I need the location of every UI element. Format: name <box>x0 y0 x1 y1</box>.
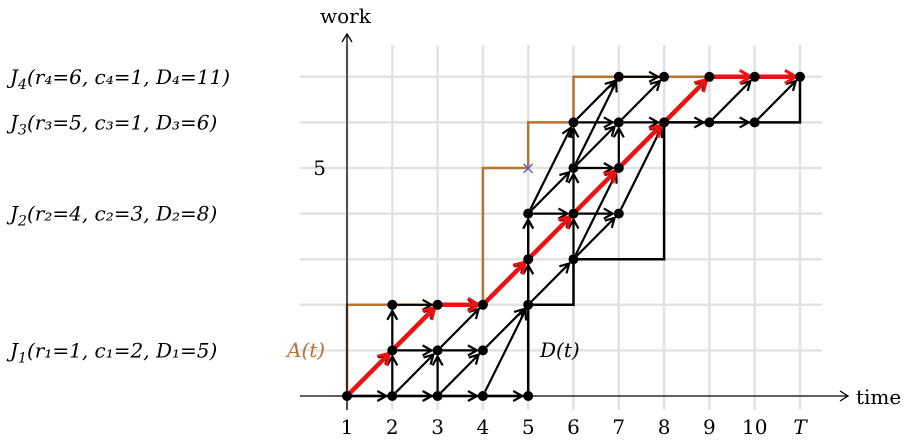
deadline-curve-label: D(t) <box>539 338 580 362</box>
graph-node <box>613 71 624 82</box>
graph-edge <box>576 81 615 120</box>
x-tick-label: T <box>793 415 808 439</box>
x-tick-label: 6 <box>567 415 580 439</box>
cross-marker: × <box>521 158 536 179</box>
graph-node <box>432 299 443 310</box>
graph-node <box>432 345 443 356</box>
graph-edge <box>440 309 479 348</box>
graph-node <box>704 71 715 82</box>
graph-edge <box>530 263 570 303</box>
graph-edge <box>529 128 570 210</box>
graph-node <box>568 254 579 265</box>
graph-node <box>613 208 624 219</box>
x-tick-label: 10 <box>742 415 767 439</box>
y-tick-label: 5 <box>313 156 326 180</box>
graph-node <box>659 117 670 128</box>
graph-edge <box>574 82 616 165</box>
graph-node <box>477 345 488 356</box>
highlight-edge <box>663 77 709 123</box>
graph-edge <box>576 218 615 257</box>
x-tick-label: 1 <box>341 415 354 439</box>
x-tick-label: 8 <box>658 415 671 439</box>
x-tick-label: 5 <box>522 415 535 439</box>
graph-node <box>795 71 805 82</box>
graph-edge <box>576 127 615 166</box>
graph-node <box>387 299 398 310</box>
graph-node <box>523 208 534 219</box>
labels: 1 2 3 4 5 6 7 8 9 10 T 5 A(t) D(t) J1(r₁=1, c₁=2, D₁=5… <box>6 65 808 439</box>
graph-node <box>523 299 534 310</box>
graph-edge <box>530 172 570 211</box>
y-axis-label: work <box>320 4 372 28</box>
highlight-edge <box>346 350 392 397</box>
graph-node <box>749 117 760 128</box>
graph-node <box>568 117 579 128</box>
highlight-edge <box>573 168 619 214</box>
highlight-edge <box>482 259 528 305</box>
highlighted-path <box>346 69 799 397</box>
graph-edge <box>484 310 525 393</box>
graph-node <box>568 208 579 219</box>
graph-node <box>659 71 670 82</box>
x-axis-label: time <box>856 385 901 409</box>
x-tick-label: 3 <box>431 415 444 439</box>
axes <box>300 32 850 410</box>
x-tick-label: 9 <box>703 415 716 439</box>
graph-node <box>523 254 534 265</box>
graph-node <box>704 117 715 128</box>
graph-edge <box>440 355 479 394</box>
job-label: J1(r₁=1, c₁=2, D₁=5) <box>6 338 217 366</box>
highlight-edge <box>618 122 664 169</box>
x-tick-label: 2 <box>386 415 399 439</box>
graph-edge <box>485 309 524 348</box>
graph-edge <box>712 81 751 120</box>
x-tick-label: 4 <box>477 415 490 439</box>
graph-node <box>477 299 488 310</box>
graph-edge <box>395 355 434 394</box>
graph-node <box>568 163 579 173</box>
graph-edge <box>620 128 661 210</box>
graph-node <box>613 117 624 128</box>
graph-edge <box>621 81 660 120</box>
graph-node <box>387 345 398 356</box>
job-label: J3(r₃=5, c₃=1, D₃=6) <box>6 110 217 138</box>
job-label: J2(r₂=4, c₂=3, D₂=8) <box>6 202 217 230</box>
graph-edge <box>757 81 796 120</box>
graph-node <box>749 71 760 82</box>
arrival-curve-label: A(t) <box>285 338 325 362</box>
highlight-edge <box>392 305 438 351</box>
job-label: J4(r₄=6, c₄=1, D₄=11) <box>6 65 230 93</box>
graph-node <box>613 163 624 173</box>
x-tick-label: 7 <box>612 415 625 439</box>
highlight-edge <box>528 214 573 260</box>
